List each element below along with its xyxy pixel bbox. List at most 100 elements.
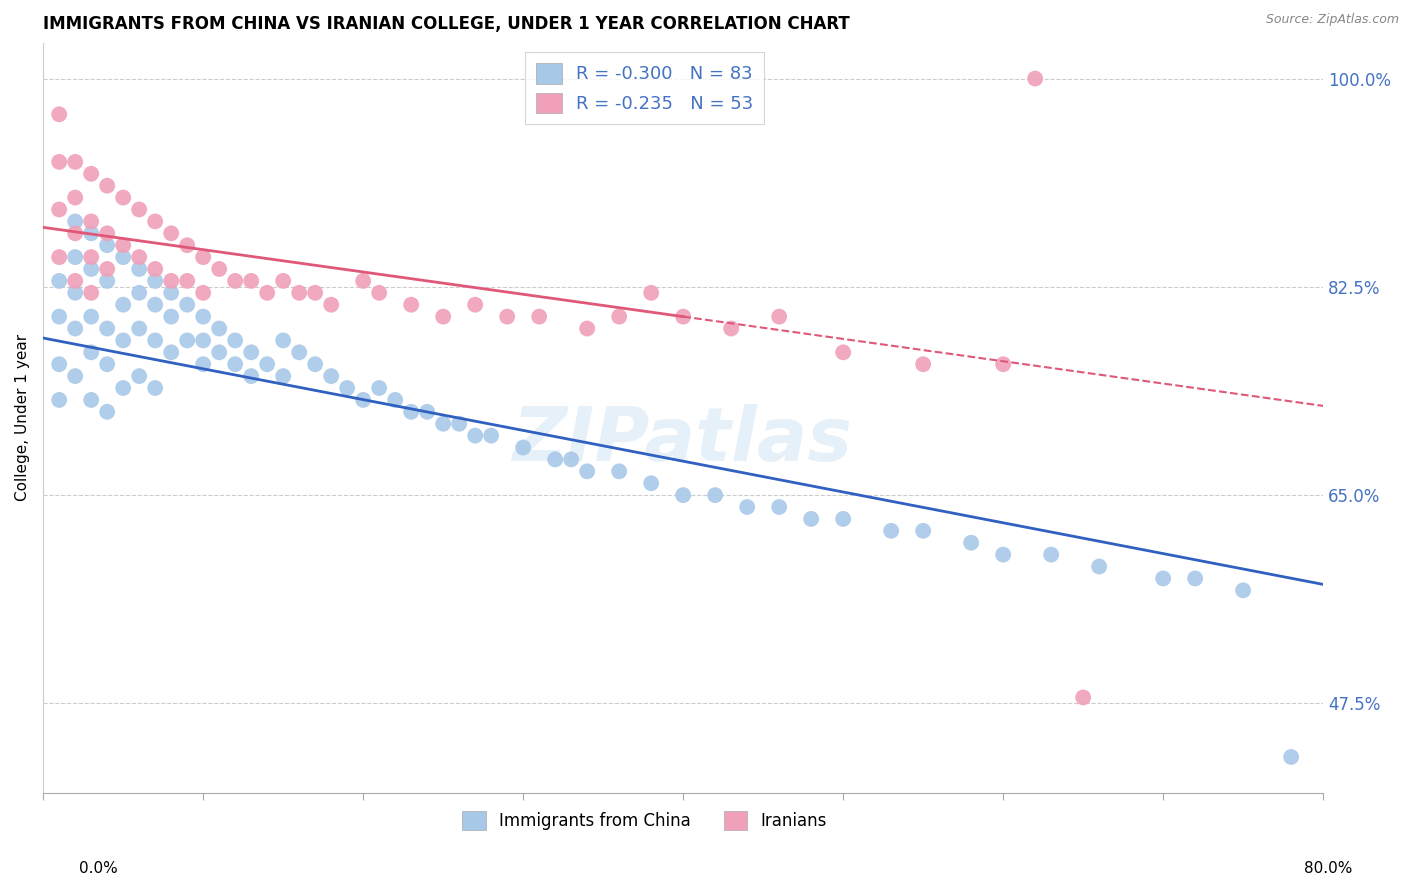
Point bbox=[991, 357, 1014, 371]
Point bbox=[368, 381, 391, 395]
Point bbox=[479, 428, 502, 442]
Point bbox=[640, 476, 662, 491]
Point bbox=[271, 369, 294, 384]
Point bbox=[143, 298, 166, 312]
Point bbox=[112, 250, 135, 264]
Point bbox=[176, 298, 198, 312]
Point bbox=[63, 274, 86, 288]
Y-axis label: College, Under 1 year: College, Under 1 year bbox=[15, 334, 30, 501]
Point bbox=[48, 357, 70, 371]
Point bbox=[112, 191, 135, 205]
Text: Source: ZipAtlas.com: Source: ZipAtlas.com bbox=[1265, 13, 1399, 27]
Point bbox=[96, 405, 118, 419]
Point bbox=[464, 298, 486, 312]
Point bbox=[143, 334, 166, 348]
Point bbox=[112, 381, 135, 395]
Point bbox=[128, 202, 150, 217]
Point bbox=[256, 285, 278, 300]
Point bbox=[80, 214, 103, 228]
Point bbox=[48, 274, 70, 288]
Point bbox=[416, 405, 439, 419]
Point bbox=[80, 285, 103, 300]
Point bbox=[63, 191, 86, 205]
Point bbox=[1040, 548, 1063, 562]
Point bbox=[912, 524, 935, 538]
Point bbox=[464, 428, 486, 442]
Point bbox=[288, 285, 311, 300]
Point bbox=[321, 298, 343, 312]
Point bbox=[321, 369, 343, 384]
Point bbox=[96, 357, 118, 371]
Point bbox=[720, 321, 742, 335]
Point bbox=[63, 369, 86, 384]
Point bbox=[352, 392, 374, 407]
Text: ZIPatlas: ZIPatlas bbox=[513, 404, 853, 476]
Point bbox=[193, 357, 215, 371]
Point bbox=[208, 262, 231, 277]
Point bbox=[1152, 571, 1174, 585]
Point bbox=[96, 178, 118, 193]
Point bbox=[63, 321, 86, 335]
Point bbox=[80, 250, 103, 264]
Point bbox=[63, 250, 86, 264]
Point bbox=[48, 155, 70, 169]
Point bbox=[176, 274, 198, 288]
Point bbox=[80, 310, 103, 324]
Point bbox=[63, 285, 86, 300]
Point bbox=[832, 512, 855, 526]
Text: 0.0%: 0.0% bbox=[79, 861, 118, 876]
Point bbox=[128, 369, 150, 384]
Point bbox=[160, 285, 183, 300]
Point bbox=[193, 310, 215, 324]
Point bbox=[80, 392, 103, 407]
Point bbox=[143, 262, 166, 277]
Text: IMMIGRANTS FROM CHINA VS IRANIAN COLLEGE, UNDER 1 YEAR CORRELATION CHART: IMMIGRANTS FROM CHINA VS IRANIAN COLLEGE… bbox=[44, 15, 851, 33]
Point bbox=[512, 441, 534, 455]
Point bbox=[991, 548, 1014, 562]
Point bbox=[143, 381, 166, 395]
Point bbox=[271, 274, 294, 288]
Point bbox=[640, 285, 662, 300]
Point bbox=[607, 310, 630, 324]
Point bbox=[735, 500, 758, 514]
Point bbox=[160, 310, 183, 324]
Text: 80.0%: 80.0% bbox=[1305, 861, 1353, 876]
Point bbox=[63, 155, 86, 169]
Point bbox=[880, 524, 903, 538]
Point bbox=[112, 334, 135, 348]
Point bbox=[80, 345, 103, 359]
Point bbox=[112, 238, 135, 252]
Point bbox=[160, 345, 183, 359]
Point bbox=[112, 298, 135, 312]
Point bbox=[449, 417, 471, 431]
Point bbox=[768, 310, 790, 324]
Point bbox=[607, 464, 630, 478]
Point bbox=[48, 392, 70, 407]
Point bbox=[193, 334, 215, 348]
Point bbox=[432, 417, 454, 431]
Point bbox=[352, 274, 374, 288]
Point bbox=[240, 369, 263, 384]
Point bbox=[160, 274, 183, 288]
Point bbox=[256, 357, 278, 371]
Point bbox=[224, 357, 246, 371]
Point bbox=[240, 345, 263, 359]
Point bbox=[128, 321, 150, 335]
Point bbox=[48, 310, 70, 324]
Point bbox=[960, 535, 983, 549]
Point bbox=[176, 238, 198, 252]
Point bbox=[63, 227, 86, 241]
Point bbox=[96, 227, 118, 241]
Point bbox=[48, 202, 70, 217]
Point bbox=[399, 405, 422, 419]
Point bbox=[288, 345, 311, 359]
Point bbox=[704, 488, 727, 502]
Point bbox=[96, 274, 118, 288]
Point bbox=[160, 227, 183, 241]
Point bbox=[832, 345, 855, 359]
Point bbox=[304, 357, 326, 371]
Point bbox=[224, 274, 246, 288]
Point bbox=[800, 512, 823, 526]
Point bbox=[193, 250, 215, 264]
Point bbox=[143, 214, 166, 228]
